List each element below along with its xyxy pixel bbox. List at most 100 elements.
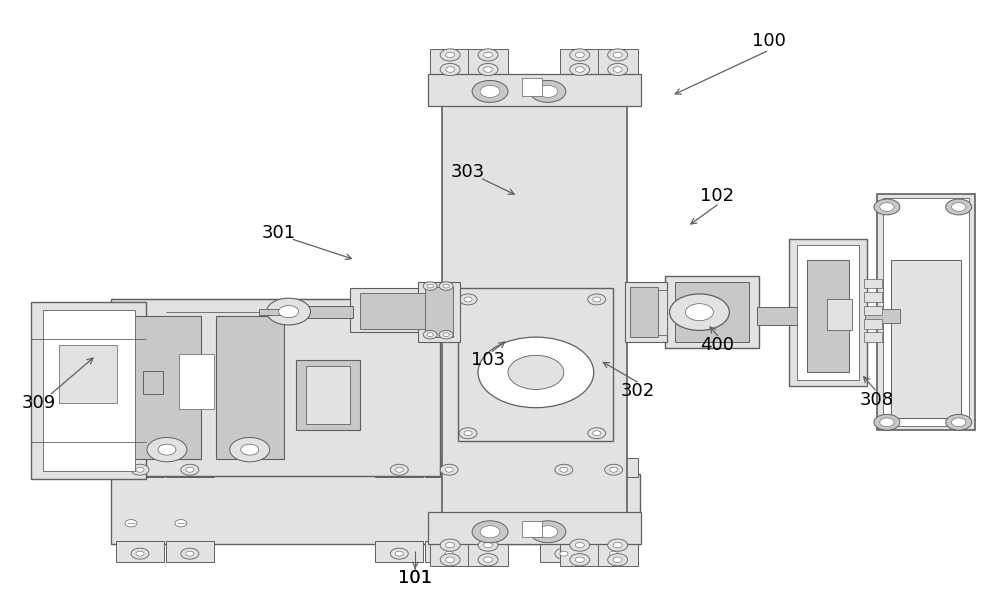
Bar: [630, 287, 658, 337]
Circle shape: [946, 414, 972, 430]
Circle shape: [570, 554, 590, 566]
Bar: [59, 345, 117, 403]
Bar: [418, 282, 460, 342]
Bar: [458, 288, 613, 441]
Circle shape: [613, 52, 622, 57]
Bar: [522, 78, 542, 97]
Bar: [111, 299, 440, 476]
Bar: [166, 458, 214, 477]
Text: 400: 400: [700, 336, 734, 354]
Circle shape: [478, 64, 498, 76]
Circle shape: [423, 282, 437, 290]
Bar: [296, 360, 360, 430]
Bar: [864, 306, 882, 315]
Text: 308: 308: [860, 391, 894, 409]
Circle shape: [459, 294, 477, 305]
Circle shape: [946, 199, 972, 215]
Bar: [360, 293, 432, 329]
Circle shape: [440, 64, 460, 76]
Bar: [797, 244, 859, 379]
Circle shape: [472, 81, 508, 103]
Bar: [133, 316, 201, 459]
Circle shape: [446, 557, 455, 563]
Bar: [43, 310, 135, 471]
Circle shape: [445, 467, 453, 472]
Bar: [375, 458, 423, 477]
Circle shape: [952, 203, 966, 211]
Circle shape: [605, 548, 623, 559]
Circle shape: [395, 467, 403, 472]
Circle shape: [608, 554, 628, 566]
Bar: [807, 260, 849, 372]
Circle shape: [181, 548, 199, 559]
Circle shape: [390, 548, 408, 559]
Circle shape: [613, 67, 622, 72]
Circle shape: [427, 333, 433, 337]
Bar: [116, 458, 164, 477]
Circle shape: [186, 551, 194, 556]
Bar: [877, 194, 975, 430]
Circle shape: [147, 437, 187, 462]
Circle shape: [267, 298, 311, 325]
Bar: [865, 309, 900, 323]
Circle shape: [446, 52, 455, 57]
Circle shape: [241, 444, 259, 455]
Circle shape: [136, 467, 144, 472]
Bar: [598, 49, 638, 78]
Bar: [590, 458, 638, 477]
Bar: [864, 319, 882, 329]
Circle shape: [480, 86, 500, 97]
Bar: [442, 76, 627, 519]
Circle shape: [610, 467, 618, 472]
Bar: [665, 276, 759, 348]
Circle shape: [560, 551, 568, 556]
Text: 301: 301: [262, 224, 296, 241]
Circle shape: [880, 418, 894, 426]
Circle shape: [880, 203, 894, 211]
Bar: [259, 309, 291, 315]
Circle shape: [440, 539, 460, 551]
Bar: [883, 199, 969, 426]
Bar: [425, 541, 473, 562]
Circle shape: [478, 49, 498, 61]
Circle shape: [186, 467, 194, 472]
Circle shape: [575, 543, 584, 548]
Text: 302: 302: [620, 382, 655, 400]
Bar: [216, 316, 284, 459]
Circle shape: [608, 64, 628, 76]
Circle shape: [395, 551, 403, 556]
Circle shape: [530, 521, 566, 543]
Bar: [891, 260, 961, 418]
Circle shape: [560, 467, 568, 472]
Text: 101: 101: [398, 569, 432, 587]
Bar: [296, 306, 353, 318]
Bar: [425, 287, 453, 337]
Text: 103: 103: [471, 351, 505, 369]
Bar: [306, 367, 350, 424]
Circle shape: [181, 464, 199, 475]
Circle shape: [158, 444, 176, 455]
Text: 309: 309: [22, 394, 56, 412]
Circle shape: [423, 331, 437, 339]
Circle shape: [439, 331, 453, 339]
Circle shape: [613, 557, 622, 563]
Circle shape: [440, 548, 458, 559]
Bar: [143, 371, 163, 393]
Circle shape: [279, 306, 299, 318]
Bar: [864, 332, 882, 342]
Circle shape: [131, 548, 149, 559]
Circle shape: [588, 294, 606, 305]
Bar: [864, 292, 882, 302]
Bar: [428, 512, 641, 544]
Circle shape: [593, 431, 601, 436]
Bar: [799, 299, 831, 333]
Bar: [31, 302, 146, 479]
Circle shape: [874, 199, 900, 215]
Bar: [430, 541, 470, 566]
Bar: [522, 521, 542, 536]
Circle shape: [593, 297, 601, 302]
Circle shape: [484, 67, 493, 72]
Circle shape: [555, 548, 573, 559]
Circle shape: [508, 356, 564, 389]
Bar: [116, 541, 164, 562]
